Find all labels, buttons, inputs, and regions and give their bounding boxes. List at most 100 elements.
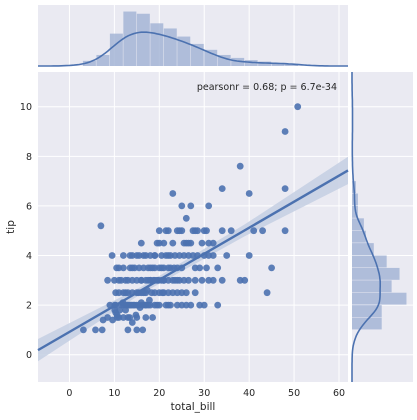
scatter-point	[124, 326, 132, 334]
marginal-x-bar	[109, 33, 123, 66]
scatter-point	[209, 252, 217, 259]
marginal-x-bar	[150, 23, 164, 66]
scatter-point	[259, 227, 266, 235]
scatter-point	[117, 276, 125, 284]
scatter-point	[139, 326, 147, 334]
marginal-x-bar	[163, 28, 177, 66]
scatter-point	[281, 227, 289, 235]
marginal-y-bar	[352, 267, 400, 280]
x-tick-label: 20	[153, 388, 165, 399]
scatter-point	[205, 202, 213, 210]
marginal-x-bar	[96, 54, 110, 66]
y-tick-label: 4	[26, 251, 32, 262]
scatter-points	[80, 103, 302, 334]
marginal-y-bar	[352, 230, 366, 243]
scatter-point	[126, 301, 134, 309]
scatter-point	[171, 276, 179, 284]
scatter-point	[191, 289, 199, 297]
scatter-point	[162, 227, 170, 235]
scatter-point	[223, 252, 231, 259]
scatter-point	[203, 264, 210, 272]
scatter-point	[200, 227, 208, 235]
scatter-point	[209, 276, 217, 284]
scatter-point	[169, 239, 177, 247]
scatter-point	[187, 202, 195, 210]
scatter-point	[250, 227, 258, 235]
scatter-point	[137, 239, 145, 247]
x-axis-label: total_bill	[171, 401, 216, 413]
x-tick-label: 40	[243, 388, 255, 399]
scatter-point	[178, 202, 186, 210]
scatter-point	[149, 314, 157, 321]
joint-plot-panel	[38, 72, 348, 382]
marginal-y-bar	[352, 218, 364, 231]
scatter-point	[146, 264, 154, 272]
y-tick-label: 0	[26, 350, 32, 361]
scatter-point	[92, 326, 99, 334]
scatter-point	[194, 227, 201, 235]
marginal-x-bar	[123, 11, 137, 67]
marginal-x-bar	[136, 13, 150, 67]
x-axis-tick-labels: 0 10 20 30 40 50 60	[66, 388, 345, 399]
y-axis-label: tip	[5, 220, 17, 234]
x-tick-label: 30	[198, 388, 210, 399]
scatter-point	[218, 227, 226, 235]
marginal-y-bar	[352, 280, 392, 293]
scatter-point	[182, 301, 190, 309]
scatter-point	[214, 301, 222, 309]
marginal-x-kde-curve	[38, 31, 348, 67]
scatter-point	[140, 252, 148, 259]
marginal-y-bar	[352, 317, 382, 330]
x-tick-label: 50	[288, 388, 300, 399]
scatter-point	[281, 185, 289, 193]
scatter-point	[218, 185, 226, 193]
scatter-point	[108, 252, 116, 259]
y-tick-label: 8	[26, 152, 32, 163]
regression-line	[37, 169, 349, 352]
scatter-point	[209, 239, 217, 247]
scatter-point	[169, 190, 177, 197]
marginal-x-bar	[258, 61, 272, 66]
pearson-annotation: pearsonr = 0.68; p = 6.7e-34	[197, 82, 337, 93]
scatter-point	[133, 314, 141, 321]
y-tick-label: 10	[20, 102, 32, 113]
x-tick-label: 10	[108, 388, 120, 399]
scatter-point	[120, 252, 127, 259]
scatter-point	[191, 276, 199, 284]
scatter-point	[294, 103, 302, 111]
scatter-point	[196, 264, 204, 272]
scatter-point	[185, 239, 192, 247]
marginal-y-kde-curve	[351, 72, 381, 382]
marginal-x-bar	[271, 63, 285, 66]
y-axis-tick-labels: 0 2 4 6 8 10	[20, 102, 32, 361]
scatter-point	[104, 276, 111, 284]
scatter-point	[167, 264, 174, 272]
scatter-point	[137, 276, 145, 284]
scatter-point	[218, 276, 226, 284]
marginal-y-bar	[352, 243, 374, 256]
scatter-point	[245, 190, 253, 197]
scatter-point	[185, 276, 192, 284]
scatter-point	[281, 128, 289, 135]
scatter-point	[241, 276, 249, 284]
scatter-point	[98, 326, 106, 334]
marginal-x-bar	[217, 54, 231, 66]
scatter-point	[227, 227, 235, 235]
scatter-point	[126, 252, 134, 259]
scatter-point	[122, 289, 129, 297]
scatter-point	[155, 301, 163, 309]
scatter-point	[198, 276, 206, 284]
scatter-point	[155, 239, 163, 247]
scatter-point	[142, 314, 150, 321]
x-tick-label: 0	[66, 388, 72, 399]
scatter-point	[133, 326, 141, 334]
scatter-point	[164, 301, 172, 309]
x-tick-label: 60	[333, 388, 345, 399]
scatter-point	[158, 264, 166, 272]
scatter-point	[214, 264, 222, 272]
scatter-point	[173, 289, 181, 297]
scatter-point	[128, 319, 136, 326]
marginal-x-bar	[231, 57, 245, 66]
scatter-point	[97, 222, 105, 230]
